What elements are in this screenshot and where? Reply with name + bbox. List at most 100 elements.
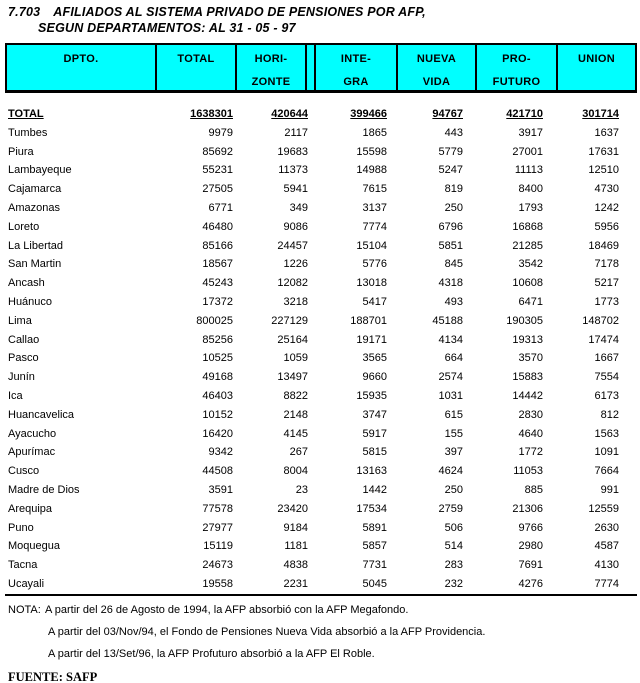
cell-value: 27977: [202, 521, 233, 534]
table-row: Moquegua 15119 1181 5857 514 2980 4587: [5, 537, 637, 556]
row-label: Amazonas: [8, 201, 60, 214]
cell-value: 45243: [202, 277, 233, 290]
cell-value: 420644: [271, 108, 308, 120]
cell-value: 12559: [588, 502, 619, 515]
cell-value: 7178: [594, 258, 619, 271]
cell-value: 11373: [278, 164, 308, 177]
cell-value: 5891: [362, 521, 387, 534]
cell-value: 1226: [283, 258, 308, 271]
cell-value: 819: [444, 183, 463, 196]
cell-value: 2231: [283, 577, 308, 590]
cell-value: 1031: [438, 389, 463, 402]
cell-value: 615: [444, 408, 463, 421]
cell-value: 1772: [518, 446, 543, 459]
table-number: 7.703: [8, 5, 41, 19]
column-header-label: NUEVA: [416, 53, 457, 65]
cell-value: 1563: [594, 427, 619, 440]
source-value: SAFP: [66, 669, 98, 683]
cell-value: 9342: [208, 446, 233, 459]
cell-value: 46480: [202, 220, 233, 233]
cell-value: 21285: [512, 239, 543, 252]
column-header-label: UNION: [578, 53, 615, 65]
notes-section: NOTA: A partir del 26 de Agosto de 1994,…: [8, 604, 640, 661]
cell-value: 15104: [356, 239, 387, 252]
cell-value: 9979: [208, 126, 233, 139]
row-label: Tacna: [8, 559, 38, 572]
cell-value: 1637: [594, 126, 619, 139]
cell-value: 3917: [518, 126, 543, 139]
row-label: Puno: [8, 521, 34, 534]
cell-value: 421710: [506, 108, 543, 120]
table-row: Tacna 24673 4838 7731 283 7691 4130: [5, 556, 637, 575]
row-label: San Martin: [8, 258, 62, 271]
row-label: Madre de Dios: [8, 483, 80, 496]
cell-value: 27505: [202, 183, 233, 196]
cell-value: 10525: [202, 352, 233, 365]
column-header-horizonte: HORI- ZONTE: [237, 45, 307, 90]
cell-value: 3747: [362, 408, 387, 421]
source-line: FUENTE: SAFP: [8, 670, 640, 683]
note-line: NOTA: A partir del 26 de Agosto de 1994,…: [8, 604, 640, 617]
cell-value: 3591: [208, 483, 233, 496]
cell-value: 5217: [594, 277, 619, 290]
source-label: FUENTE:: [8, 669, 63, 683]
table-row: Madre de Dios 3591 23 1442 250 885 991: [5, 481, 637, 500]
cell-value: 11053: [513, 465, 543, 478]
row-label: Apurímac: [8, 446, 56, 459]
cell-value: 6471: [518, 295, 543, 308]
table-row: Junín 49168 13497 9660 2574 15883 7554: [5, 368, 637, 387]
cell-value: 7774: [362, 220, 387, 233]
cell-value: 4624: [438, 465, 463, 478]
column-header-dpto: DPTO.: [7, 45, 157, 90]
header-divider: [307, 45, 316, 90]
cell-value: 17534: [356, 502, 387, 515]
cell-value: 4130: [594, 559, 619, 572]
cell-value: 991: [600, 483, 619, 496]
cell-value: 5779: [438, 145, 463, 158]
cell-value: 5815: [362, 446, 387, 459]
cell-value: 1793: [518, 201, 543, 214]
cell-value: 2980: [518, 540, 543, 553]
cell-value: 6771: [208, 201, 233, 214]
table-row: Amazonas 6771 349 3137 250 1793 1242: [5, 199, 637, 218]
cell-value: 267: [289, 446, 308, 459]
cell-value: 4318: [438, 277, 463, 290]
cell-value: 10152: [202, 408, 233, 421]
table-row: Puno 27977 9184 5891 506 9766 2630: [5, 519, 637, 538]
cell-value: 4276: [518, 577, 543, 590]
row-label: Ayacucho: [8, 427, 57, 440]
table-row: Piura 85692 19683 15598 5779 27001 17631: [5, 143, 637, 162]
cell-value: 85256: [202, 333, 233, 346]
cell-value: 19683: [277, 145, 308, 158]
cell-value: 27001: [512, 145, 543, 158]
row-label: Lambayeque: [8, 164, 72, 177]
cell-value: 301714: [582, 108, 619, 120]
column-header-label: VIDA: [422, 76, 451, 88]
table-row: Pasco 10525 1059 3565 664 3570 1667: [5, 349, 637, 368]
cell-value: 5417: [362, 295, 387, 308]
cell-value: 9184: [283, 521, 308, 534]
cell-value: 283: [444, 559, 463, 572]
cell-value: 188701: [350, 314, 387, 327]
cell-value: 55231: [202, 164, 233, 177]
row-label: Tumbes: [8, 126, 48, 139]
cell-value: 148702: [582, 314, 619, 327]
cell-value: 1773: [594, 295, 619, 308]
cell-value: 1865: [362, 126, 387, 139]
cell-value: 514: [444, 540, 463, 553]
cell-value: 15883: [512, 371, 543, 384]
cell-value: 5857: [362, 540, 387, 553]
cell-value: 399466: [350, 108, 387, 120]
title-line-2: SEGUN DEPARTAMENTOS: AL 31 - 05 - 97: [38, 21, 296, 35]
cell-value: 4730: [594, 183, 619, 196]
cell-value: 24457: [277, 239, 308, 252]
table-header: DPTO. TOTAL HORI- ZONTE INTE- GRA NUEVA …: [5, 43, 637, 93]
cell-value: 9086: [283, 220, 308, 233]
cell-value: 3218: [283, 295, 308, 308]
table-row: Ucayali 19558 2231 5045 232 4276 7774: [5, 575, 637, 594]
row-label: Arequipa: [8, 502, 53, 515]
row-label: Junín: [8, 371, 35, 384]
cell-value: 845: [444, 258, 463, 271]
table-row: Loreto 46480 9086 7774 6796 16868 5956: [5, 218, 637, 237]
cell-value: 17474: [588, 333, 619, 346]
